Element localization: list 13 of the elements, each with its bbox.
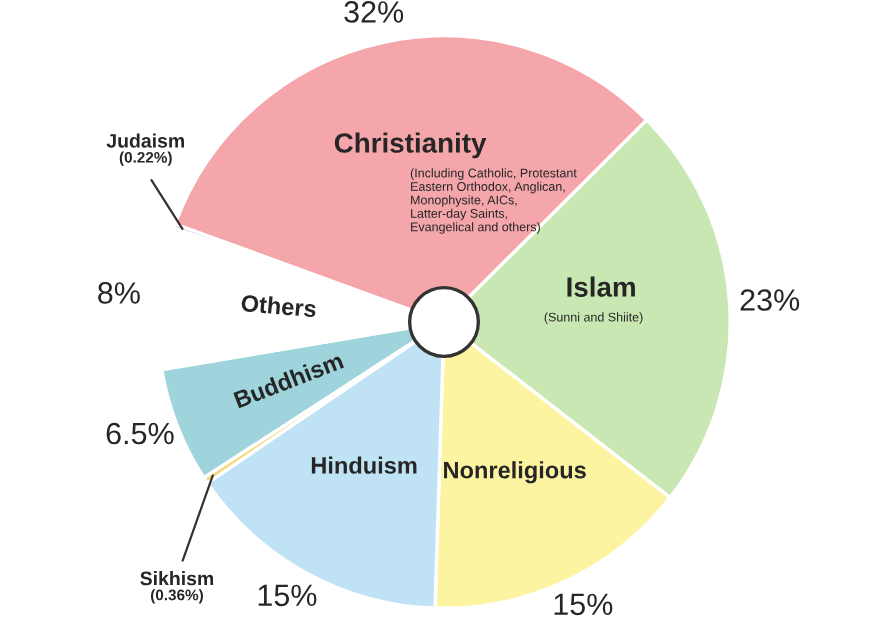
slice-label: Others xyxy=(241,293,317,318)
data-label: 6.5% xyxy=(106,422,174,445)
data-label: 32% xyxy=(344,1,404,23)
data-label: 23% xyxy=(740,289,800,311)
slice-label: Nonreligious xyxy=(444,461,586,484)
slice-label: Judaism xyxy=(106,133,184,148)
slice-label: Hinduism xyxy=(311,456,417,474)
slice-label: Islam xyxy=(567,276,635,297)
slice-label: Christianity xyxy=(334,132,487,159)
data-label: 8% xyxy=(98,282,140,304)
data-label: 15% xyxy=(554,593,613,616)
data-label: 15% xyxy=(258,584,317,607)
slice-label: Sikhism xyxy=(140,571,214,586)
